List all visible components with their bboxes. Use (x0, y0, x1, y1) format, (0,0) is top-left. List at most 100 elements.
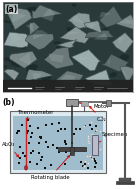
Point (65, 143, 67, 146)
Point (91, 127, 94, 130)
Polygon shape (33, 73, 42, 82)
Point (39, 136, 42, 139)
Ellipse shape (45, 57, 55, 60)
Polygon shape (6, 70, 13, 74)
Point (29, 125, 32, 128)
Point (64, 140, 66, 143)
Point (18, 161, 20, 164)
Ellipse shape (66, 27, 76, 33)
Point (27, 129, 29, 132)
Point (51, 123, 53, 126)
Point (55, 147, 58, 150)
Point (69, 152, 72, 155)
Polygon shape (25, 34, 54, 50)
Point (73, 132, 76, 135)
Text: CO₂: CO₂ (89, 106, 107, 122)
Ellipse shape (11, 23, 20, 27)
Polygon shape (87, 23, 97, 29)
Point (79, 128, 81, 131)
Polygon shape (4, 32, 29, 48)
Polygon shape (12, 13, 27, 22)
Bar (66, 98, 78, 106)
Ellipse shape (64, 57, 72, 60)
Bar (119, 178, 131, 181)
Polygon shape (66, 31, 81, 35)
Text: Motor: Motor (77, 102, 109, 109)
Ellipse shape (13, 18, 19, 23)
Point (82, 165, 84, 168)
Ellipse shape (53, 41, 63, 45)
Point (93, 157, 95, 160)
Polygon shape (44, 47, 74, 69)
Point (64, 163, 66, 166)
Point (38, 136, 41, 139)
Polygon shape (71, 15, 84, 23)
Ellipse shape (110, 72, 117, 77)
Ellipse shape (11, 62, 21, 67)
Polygon shape (19, 53, 31, 65)
Point (29, 161, 31, 164)
Polygon shape (122, 70, 127, 78)
Point (89, 123, 91, 126)
Ellipse shape (13, 22, 22, 27)
Bar (81, 101, 87, 106)
Point (84, 163, 86, 166)
Ellipse shape (122, 38, 134, 45)
Point (83, 124, 85, 127)
Point (37, 127, 39, 130)
Ellipse shape (64, 51, 68, 54)
Bar (10, 111, 106, 173)
Bar (13, 116, 103, 170)
Polygon shape (49, 53, 64, 63)
Point (84, 159, 86, 162)
Point (50, 163, 52, 166)
Point (87, 139, 89, 143)
Bar (106, 100, 111, 106)
Point (38, 151, 41, 154)
Point (45, 140, 48, 143)
Point (29, 136, 32, 139)
Polygon shape (85, 70, 111, 86)
Polygon shape (32, 5, 62, 19)
Point (91, 133, 93, 136)
Polygon shape (120, 66, 135, 84)
Polygon shape (54, 71, 84, 90)
Ellipse shape (3, 20, 12, 23)
Ellipse shape (72, 3, 76, 7)
Point (57, 130, 59, 133)
Point (45, 124, 47, 127)
Polygon shape (60, 26, 89, 43)
Ellipse shape (100, 27, 110, 32)
Text: Al₂O₃: Al₂O₃ (2, 142, 19, 157)
Ellipse shape (56, 46, 61, 50)
Point (27, 119, 29, 122)
Point (22, 151, 24, 154)
Point (95, 128, 97, 131)
Ellipse shape (107, 59, 118, 64)
Point (93, 150, 95, 153)
Polygon shape (101, 54, 129, 71)
Text: (a): (a) (5, 5, 18, 14)
Point (91, 157, 93, 160)
Point (99, 130, 102, 133)
Ellipse shape (122, 69, 131, 73)
Polygon shape (10, 51, 37, 68)
Point (75, 128, 78, 131)
Point (87, 162, 89, 165)
Ellipse shape (20, 46, 26, 49)
Point (30, 151, 33, 154)
Ellipse shape (24, 166, 27, 170)
Point (95, 124, 98, 127)
Text: Thermometer: Thermometer (18, 110, 55, 119)
Ellipse shape (2, 65, 7, 68)
Point (58, 122, 60, 125)
Point (84, 125, 86, 128)
Point (58, 150, 60, 153)
Point (64, 139, 66, 142)
Point (88, 142, 90, 145)
Point (28, 141, 30, 144)
Ellipse shape (38, 42, 44, 45)
Polygon shape (4, 69, 19, 81)
Polygon shape (33, 30, 48, 39)
Point (19, 157, 21, 160)
